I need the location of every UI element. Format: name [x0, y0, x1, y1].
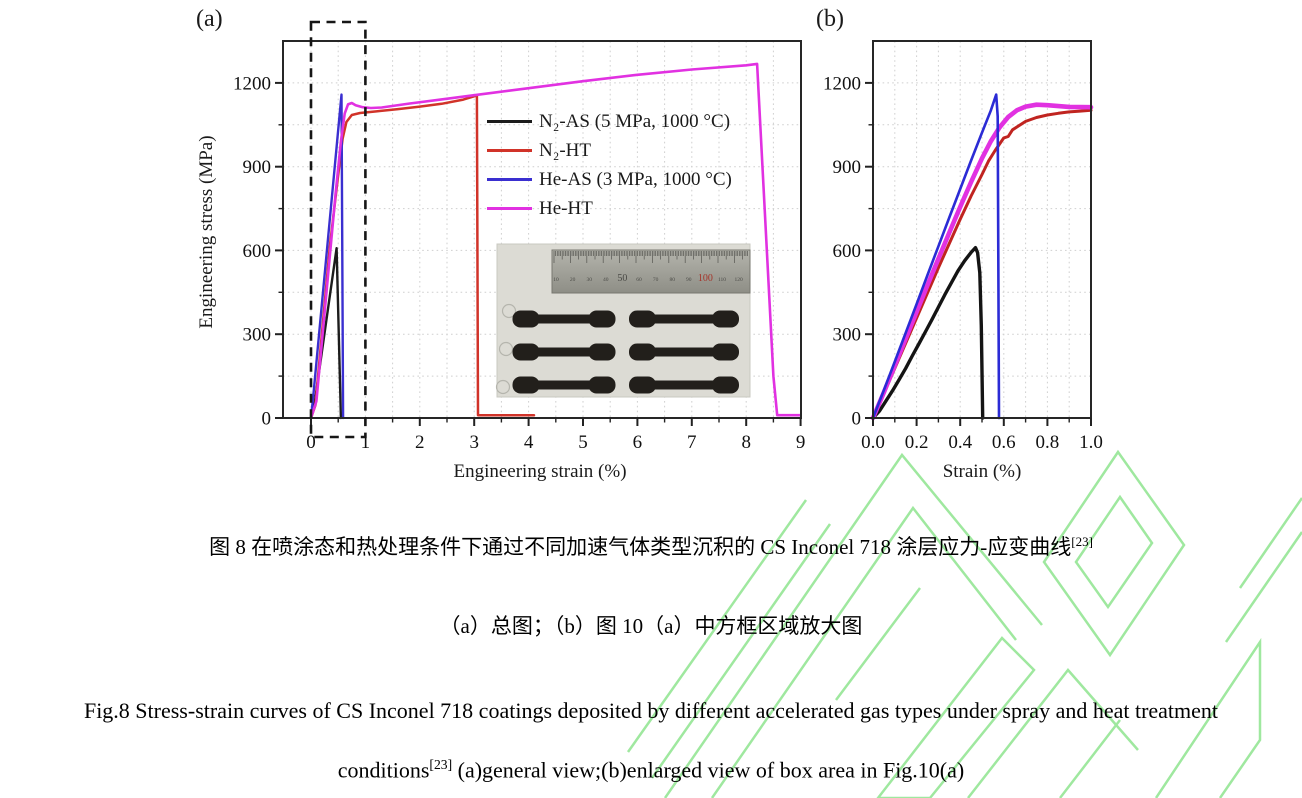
- caption-chinese-line2: （a）总图；（b）图 10（a）中方框区域放大图: [439, 614, 863, 638]
- legend-line-sample: [487, 120, 532, 123]
- tensile-specimen: [512, 310, 616, 328]
- specimen-gauge: [532, 314, 596, 324]
- x-tick-label: 0.0: [861, 432, 885, 453]
- curve-he-as: [309, 93, 345, 420]
- x-tick-label: 4: [524, 432, 534, 453]
- ruler-number: 80: [669, 277, 675, 283]
- curve-he-ht: [309, 62, 802, 420]
- legend-line-sample: [487, 149, 532, 152]
- y-tick-label: 1200: [233, 73, 271, 94]
- x-tick-label: 1.0: [1079, 432, 1103, 453]
- tensile-specimen: [629, 310, 739, 328]
- legend-label: He-HT: [539, 197, 593, 219]
- x-tick-label: 1: [361, 432, 371, 453]
- x-tick-label: 8: [741, 432, 751, 453]
- caption-english-line1: Fig.8 Stress-strain curves of CS Inconel…: [83, 698, 1219, 723]
- x-tick-label: 0.2: [905, 432, 929, 453]
- ruler-number: 30: [586, 277, 592, 283]
- panel-a-y-axis-title: Engineering stress (MPa): [196, 135, 217, 329]
- legend-label: N₂-HT: [539, 139, 591, 161]
- legend-label: N₂-AS (5 MPa, 1000 °C): [539, 110, 731, 132]
- panel-a-label: (a): [196, 6, 223, 32]
- ruler-number: 110: [718, 277, 726, 283]
- panel-b-label: (b): [816, 6, 844, 32]
- x-tick-label: 9: [796, 432, 806, 453]
- legend-line-sample: [487, 178, 532, 181]
- x-tick-label: 7: [687, 432, 697, 453]
- reference-superscript: [23]: [1071, 534, 1093, 549]
- inset-photo: 10 20 30 40 50 60 70 80 90 100 110 120: [495, 243, 751, 398]
- watermark-pattern: [626, 449, 1302, 798]
- ruler-number: 50: [617, 273, 627, 284]
- tensile-specimen: [512, 376, 616, 394]
- y-tick-label: 600: [833, 241, 862, 262]
- stress-strain-plots: 10 20 30 40 50 60 70 80 90 100 110 1200 1 2 3 4 5 6 7 8 9030…: [233, 20, 1103, 453]
- x-tick-label: 6: [633, 432, 643, 453]
- caption-english-line2-word: conditions: [337, 757, 430, 783]
- y-tick-label: 300: [243, 325, 272, 346]
- ruler-number: 90: [686, 277, 692, 283]
- reference-superscript: [23]: [429, 757, 453, 772]
- ruler-number: 70: [653, 277, 659, 283]
- specimen-id-mark: [495, 379, 511, 395]
- tensile-specimen: [629, 343, 739, 361]
- x-tick-label: 5: [578, 432, 588, 453]
- y-tick-label: 900: [833, 157, 862, 178]
- caption-english-line2-rest: (a)general view;(b)enlarged view of box …: [452, 757, 965, 783]
- ruler-number: 40: [603, 277, 609, 283]
- ruler: [551, 249, 751, 294]
- specimen-gauge: [532, 347, 596, 357]
- x-tick-label: 3: [469, 432, 479, 453]
- tensile-specimen: [512, 343, 616, 361]
- x-tick-label: 0.4: [948, 432, 972, 453]
- caption-chinese-line1: 图 8 在喷涂态和热处理条件下通过不同加速气体类型沉积的 CS Inconel …: [0, 531, 1302, 561]
- x-tick-label: 0: [306, 432, 316, 453]
- ruler-number: 10: [553, 277, 559, 283]
- ruler-number: 120: [734, 277, 743, 283]
- inspection-box: [309, 20, 367, 439]
- caption-english-line2: conditions[23] (a)general view;(b)enlarg…: [0, 757, 1302, 783]
- y-tick-label: 900: [243, 157, 272, 178]
- y-tick-label: 0: [262, 409, 272, 430]
- specimen-gauge: [649, 314, 719, 324]
- y-tick-label: 1200: [823, 73, 861, 94]
- legend-line-sample: [487, 207, 532, 210]
- curve-n2-as: [871, 245, 985, 420]
- x-tick-label: 0.6: [992, 432, 1016, 453]
- plot-frame: [282, 40, 802, 419]
- specimen-id-mark: [498, 341, 514, 357]
- legend-item-he-ht: He-HT: [487, 194, 732, 223]
- legend-item-he-as: He-AS (3 MPa, 1000 °C): [487, 165, 732, 194]
- specimen-gauge: [649, 380, 719, 390]
- curve-he-ht: [870, 102, 1094, 421]
- specimen-gauge: [532, 380, 596, 390]
- y-tick-label: 600: [243, 241, 272, 262]
- x-tick-label: 0.8: [1036, 432, 1060, 453]
- caption-chinese-line1-text: 图 8 在喷涂态和热处理条件下通过不同加速气体类型沉积的 CS Inconel …: [209, 535, 1072, 559]
- ruler-number: 100: [698, 273, 713, 284]
- curve-he-as: [871, 93, 1001, 420]
- y-tick-label: 0: [852, 409, 862, 430]
- legend-label: He-AS (3 MPa, 1000 °C): [539, 168, 732, 190]
- legend-item-n2-as: N₂-AS (5 MPa, 1000 °C): [487, 107, 732, 136]
- specimen-gauge: [649, 347, 719, 357]
- tensile-specimen: [629, 376, 739, 394]
- panel-b-x-axis-title: Strain (%): [942, 461, 1022, 482]
- specimen-id-mark: [501, 303, 517, 319]
- ruler-number: 60: [636, 277, 642, 283]
- y-tick-label: 300: [833, 325, 862, 346]
- legend-item-n2-ht: N₂-HT: [487, 136, 732, 165]
- legend: N₂-AS (5 MPa, 1000 °C) N₂-HT He-AS (3 MP…: [487, 107, 732, 223]
- ruler-number: 20: [570, 277, 576, 283]
- x-tick-label: 2: [415, 432, 425, 453]
- panel-a-x-axis-title: Engineering strain (%): [453, 461, 627, 482]
